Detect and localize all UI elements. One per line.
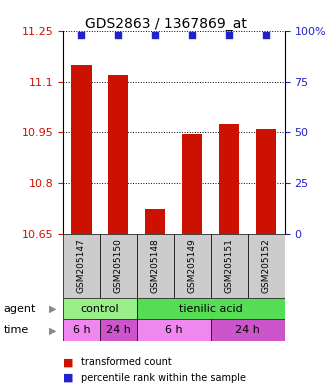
- Point: [153, 32, 158, 38]
- Point: [190, 32, 195, 38]
- Bar: [63, 234, 100, 298]
- Text: control: control: [80, 303, 119, 314]
- Point: [116, 32, 121, 38]
- Text: 24 h: 24 h: [106, 325, 131, 336]
- Bar: [248, 234, 285, 298]
- Text: GSM205150: GSM205150: [114, 238, 123, 293]
- Text: 6 h: 6 h: [72, 325, 90, 336]
- Bar: [211, 319, 285, 341]
- Bar: [174, 234, 211, 298]
- Bar: [71, 65, 92, 234]
- Text: GDS2863 / 1367869_at: GDS2863 / 1367869_at: [84, 17, 247, 31]
- Bar: [182, 134, 203, 234]
- Bar: [63, 298, 137, 319]
- Point: [263, 32, 269, 38]
- Text: transformed count: transformed count: [81, 358, 172, 367]
- Bar: [137, 319, 211, 341]
- Text: ■: ■: [63, 373, 73, 383]
- Point: [79, 32, 84, 38]
- Bar: [100, 234, 137, 298]
- Bar: [137, 234, 174, 298]
- Text: GSM205147: GSM205147: [77, 238, 86, 293]
- Text: time: time: [3, 325, 28, 336]
- Text: 24 h: 24 h: [235, 325, 260, 336]
- Text: tienilic acid: tienilic acid: [179, 303, 243, 314]
- Text: ▶: ▶: [49, 325, 57, 336]
- Text: agent: agent: [3, 303, 36, 314]
- Bar: [100, 319, 137, 341]
- Bar: [211, 234, 248, 298]
- Bar: [219, 124, 239, 234]
- Text: GSM205152: GSM205152: [262, 238, 271, 293]
- Text: GSM205151: GSM205151: [225, 238, 234, 293]
- Text: percentile rank within the sample: percentile rank within the sample: [81, 373, 246, 383]
- Text: 6 h: 6 h: [165, 325, 183, 336]
- Bar: [145, 209, 166, 234]
- Bar: [63, 319, 100, 341]
- Text: GSM205149: GSM205149: [188, 238, 197, 293]
- Bar: [108, 75, 128, 234]
- Bar: [256, 129, 276, 234]
- Point: [226, 32, 232, 38]
- Text: ▶: ▶: [49, 303, 57, 314]
- Text: GSM205148: GSM205148: [151, 238, 160, 293]
- Text: ■: ■: [63, 358, 73, 367]
- Bar: [137, 298, 285, 319]
